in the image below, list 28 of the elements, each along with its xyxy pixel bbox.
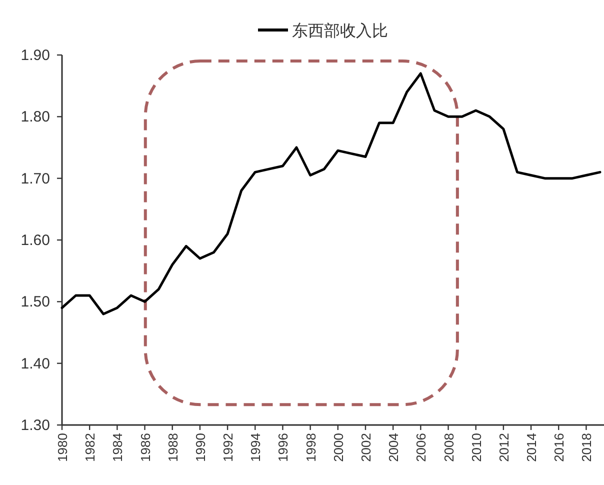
x-tick-label: 1988: [165, 433, 180, 462]
y-tick-label: 1.30: [20, 417, 50, 434]
x-tick-label: 2012: [496, 433, 512, 462]
y-tick-label: 1.90: [20, 47, 50, 64]
x-tick-label: 1986: [138, 433, 153, 462]
x-tick-label: 1992: [220, 433, 236, 462]
x-tick-label: 1994: [248, 433, 264, 462]
x-tick-label: 1980: [55, 433, 70, 462]
legend-label: 东西部收入比: [292, 22, 388, 40]
y-tick-label: 1.70: [20, 170, 50, 188]
y-tick-label: 1.80: [20, 108, 50, 126]
x-tick-label: 2006: [414, 433, 429, 462]
x-tick-label: 2010: [468, 433, 484, 462]
x-tick-label: 2000: [330, 433, 346, 462]
x-tick-label: 2004: [386, 433, 402, 462]
x-tick-label: 1984: [110, 433, 126, 462]
x-tick-label: 1996: [276, 433, 291, 462]
x-tick-label: 2018: [579, 433, 594, 462]
x-tick-label: 2014: [524, 433, 540, 462]
x-tick-label: 2016: [552, 433, 567, 462]
y-tick-label: 1.60: [20, 232, 50, 249]
x-tick-label: 1998: [303, 433, 318, 462]
x-tick-label: 1990: [192, 433, 208, 462]
y-tick-label: 1.50: [20, 294, 50, 311]
x-tick-label: 1982: [82, 433, 98, 462]
x-tick-label: 2002: [358, 433, 374, 462]
y-tick-label: 1.40: [20, 355, 50, 372]
x-tick-label: 2008: [441, 433, 456, 462]
